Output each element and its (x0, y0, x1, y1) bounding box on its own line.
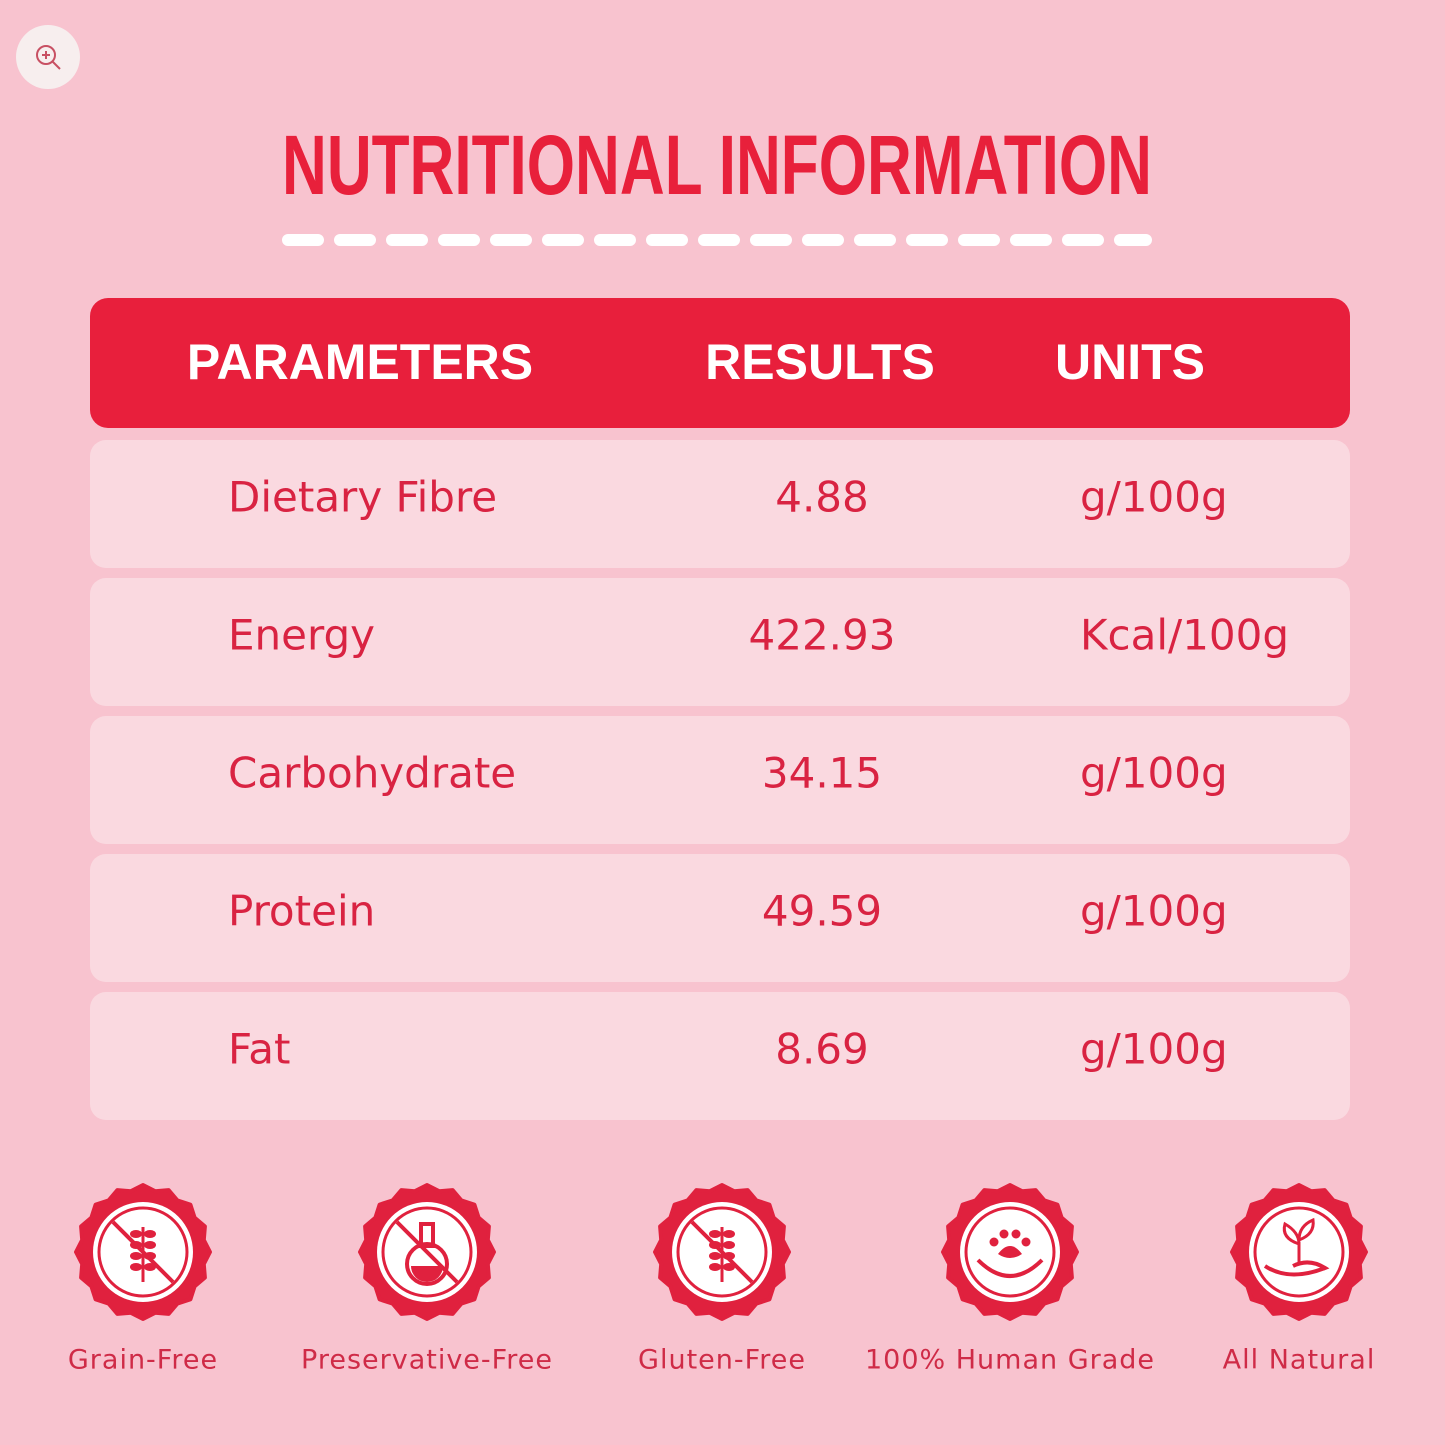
page-title: NUTRITIONAL INFORMATION (282, 118, 1152, 212)
table-row (90, 854, 1350, 982)
result: 34.15 (762, 749, 882, 798)
badge-ring (676, 1206, 768, 1298)
result: 4.88 (775, 473, 869, 522)
table-row (90, 992, 1350, 1120)
grain (723, 1230, 735, 1238)
parameter: Dietary Fibre (228, 473, 497, 522)
unit: Kcal/100g (1080, 611, 1289, 660)
grain (709, 1230, 721, 1238)
flask-neck (419, 1222, 435, 1248)
hands (976, 1258, 1044, 1278)
unit: g/100g (1080, 1025, 1228, 1074)
paw-toe (989, 1237, 999, 1247)
unit: g/100g (1080, 887, 1228, 936)
grain (723, 1241, 735, 1249)
badge-label: Gluten-Free (638, 1345, 806, 1376)
parameter: Fat (228, 1025, 291, 1074)
parameter: Protein (228, 887, 375, 936)
badge (358, 1183, 496, 1321)
unit: g/100g (1080, 473, 1228, 522)
badge (653, 1183, 791, 1321)
grain (144, 1230, 156, 1238)
grain (723, 1252, 735, 1260)
badge-ring (964, 1206, 1056, 1298)
badge-label: Grain-Free (68, 1345, 218, 1376)
table-row (90, 578, 1350, 706)
grain (709, 1263, 721, 1271)
unit: g/100g (1080, 749, 1228, 798)
table: PARAMETERS RESULTS UNITS Dietary Fibre 4.88 g… (90, 334, 1350, 1120)
zoom-glass (36, 45, 56, 65)
grain (709, 1252, 721, 1260)
badge-ring (381, 1206, 473, 1298)
grain (723, 1263, 735, 1271)
grain (144, 1252, 156, 1260)
badge (1230, 1183, 1368, 1321)
zoom-circle[interactable] (16, 25, 80, 89)
hand (1263, 1260, 1330, 1277)
result: 422.93 (749, 611, 896, 660)
grain (130, 1252, 142, 1260)
grain (709, 1241, 721, 1249)
badge-label: All Natural (1223, 1345, 1376, 1376)
paw-toe (999, 1229, 1009, 1239)
parameter: Energy (228, 611, 375, 660)
result: 8.69 (775, 1025, 869, 1074)
badge-ring (97, 1206, 189, 1298)
badge-label: 100% Human Grade (865, 1345, 1155, 1376)
column-header: PARAMETERS (187, 334, 533, 390)
badge (941, 1183, 1079, 1321)
sprout (1282, 1217, 1315, 1262)
grain (130, 1230, 142, 1238)
badge (74, 1183, 212, 1321)
column-header: UNITS (1055, 334, 1205, 390)
paw-toe (1021, 1237, 1031, 1247)
grain (144, 1263, 156, 1271)
paw-pad (998, 1246, 1022, 1258)
grain (130, 1241, 142, 1249)
table-header-bar (90, 298, 1350, 428)
flask-liquid (411, 1266, 443, 1282)
column-header: RESULTS (705, 334, 935, 390)
badge-label: Preservative-Free (301, 1345, 553, 1376)
grain (130, 1263, 142, 1271)
table-row (90, 716, 1350, 844)
badge-ring (1253, 1206, 1345, 1298)
result: 49.59 (762, 887, 882, 936)
zoom-button[interactable] (16, 25, 80, 89)
table-row (90, 440, 1350, 568)
grain (144, 1241, 156, 1249)
badges: Grain-Free Preservative-Free Gluten-Free 10… (68, 1183, 1376, 1376)
zoom-handle (51, 60, 61, 70)
paw-toe (1011, 1229, 1021, 1239)
parameter: Carbohydrate (228, 749, 516, 798)
